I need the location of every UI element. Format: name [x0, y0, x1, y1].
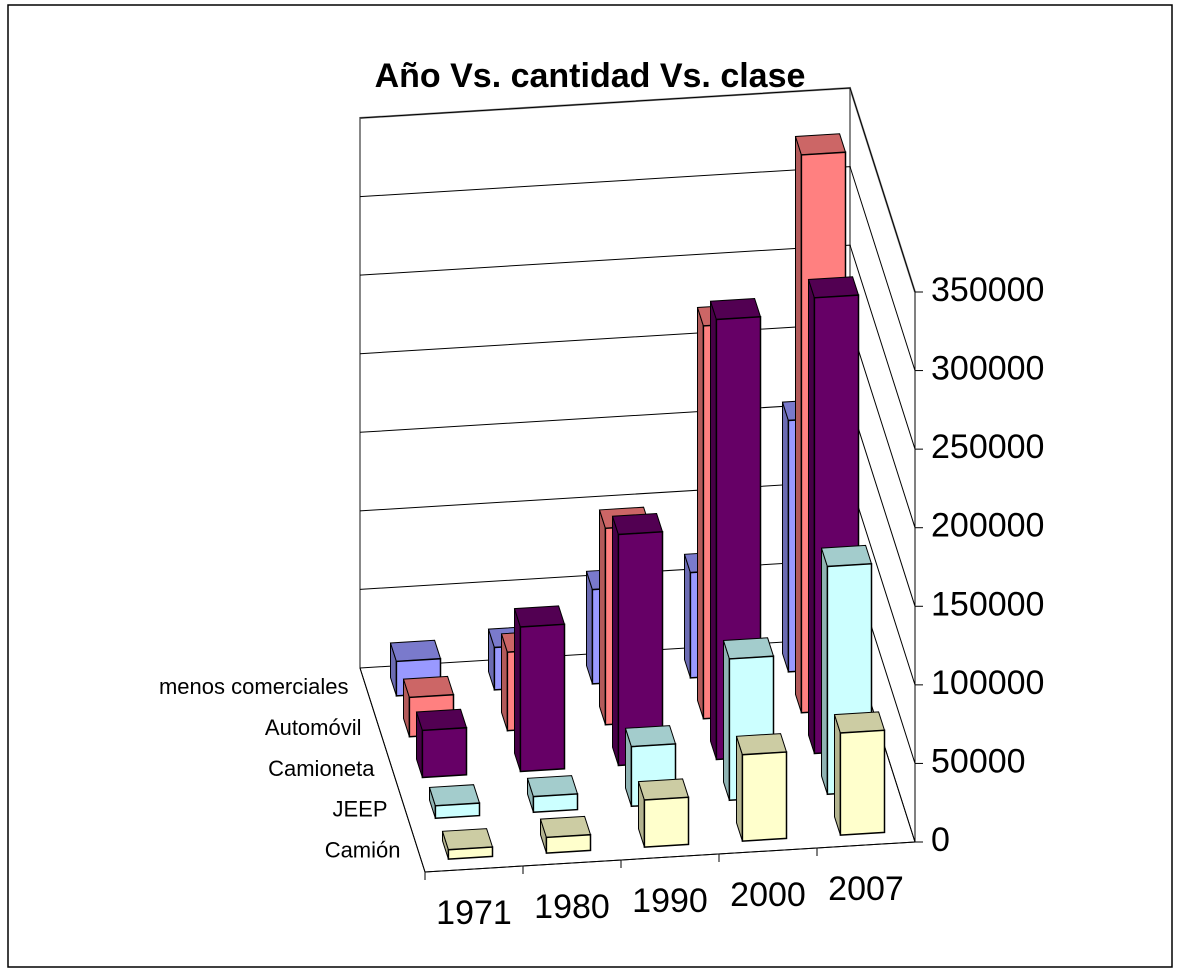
bar-top — [415, 708, 468, 731]
bar — [421, 726, 468, 779]
bar-side — [514, 608, 521, 772]
bar-top — [526, 775, 579, 798]
x-tick-label: 1990 — [632, 882, 708, 920]
bar — [532, 793, 579, 814]
bar — [519, 623, 566, 773]
y-tick-label: 200000 — [931, 507, 1044, 545]
bar-side — [684, 554, 691, 679]
bar-top — [539, 815, 592, 838]
bar-top — [735, 733, 788, 756]
bar — [839, 729, 886, 836]
x-tick-label: 1980 — [534, 888, 610, 926]
bar — [643, 796, 690, 848]
bar-top — [624, 725, 677, 748]
legend-label: menos comerciales — [159, 674, 349, 699]
bar-top — [513, 605, 566, 628]
bar-top — [389, 639, 442, 662]
y-tick-label: 150000 — [931, 585, 1044, 623]
x-tick-label: 1971 — [436, 894, 512, 932]
legend-label: Camioneta — [268, 756, 375, 781]
chart-title: Año Vs. cantidad Vs. clase — [375, 57, 806, 95]
y-tick-label: 350000 — [931, 271, 1044, 309]
bar — [545, 833, 592, 854]
y-tick-label: 100000 — [931, 664, 1044, 702]
bar-side — [612, 516, 619, 766]
bar-side — [697, 307, 704, 719]
chart-frame — [7, 4, 1173, 968]
depth-axis — [359, 667, 426, 873]
bar-top — [807, 276, 860, 299]
bar-side — [808, 279, 815, 754]
bar-top — [794, 133, 847, 156]
grid-line — [359, 166, 916, 371]
y-tick-label: 250000 — [931, 428, 1044, 466]
bar-side — [821, 547, 828, 795]
bar-side — [782, 401, 789, 673]
grid-line — [359, 244, 916, 450]
bar-top — [441, 828, 494, 851]
bar-top — [722, 637, 775, 660]
legend-label: Automóvil — [265, 715, 362, 740]
y-tick-label: 0 — [931, 821, 950, 859]
y-tick-label: 300000 — [931, 350, 1044, 388]
bar — [447, 846, 494, 860]
bar-side — [710, 301, 717, 760]
bar-top — [820, 544, 873, 568]
bar-top — [611, 512, 664, 536]
bar-top — [402, 675, 455, 698]
bar — [741, 751, 788, 842]
bar-side — [834, 714, 841, 836]
bar-top — [833, 711, 886, 734]
legend-label: Camión — [325, 837, 401, 862]
x-tick-label: 2000 — [730, 876, 806, 914]
bar-side — [723, 640, 730, 801]
bar-top — [709, 297, 762, 321]
bar — [434, 802, 481, 820]
bar-top — [428, 784, 481, 807]
bar-top — [637, 778, 690, 801]
bar-side — [599, 509, 606, 725]
y-tick-label: 50000 — [931, 742, 1026, 780]
x-axis — [424, 841, 916, 873]
bar-side — [795, 136, 802, 713]
legend-label: JEEP — [332, 797, 387, 822]
grid-line — [359, 87, 916, 293]
x-tick-label: 2007 — [828, 870, 904, 908]
